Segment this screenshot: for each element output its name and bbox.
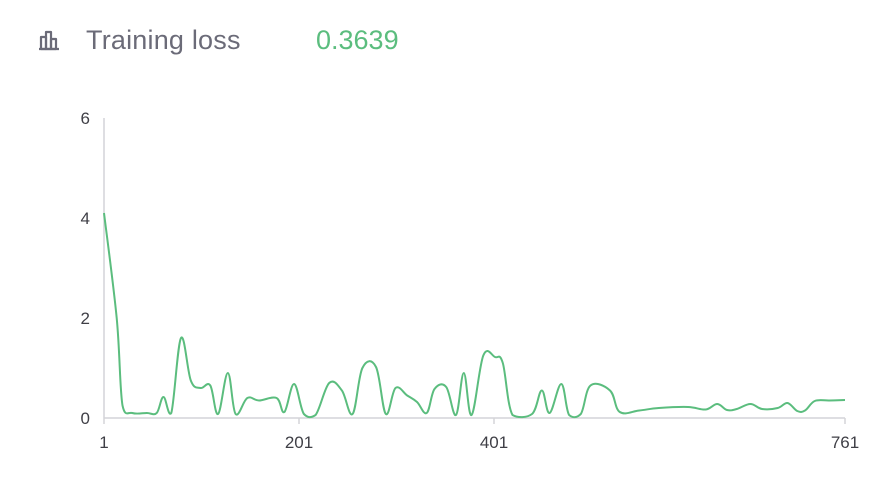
chart-series xyxy=(103,212,846,419)
x-tick-label: 201 xyxy=(285,433,313,452)
x-tick-label: 401 xyxy=(480,433,508,452)
x-tick-label: 1 xyxy=(99,433,108,452)
y-tick-label: 0 xyxy=(81,409,90,428)
chart-axes xyxy=(103,118,845,419)
chart-header: Training loss 0.3639 xyxy=(36,18,399,62)
metric-title: Training loss xyxy=(86,24,241,55)
y-axis-ticks: 0 2 4 6 xyxy=(81,109,90,428)
x-axis-ticks: 1 201 401 761 xyxy=(99,418,859,452)
bar-chart-icon xyxy=(36,27,62,53)
y-tick-label: 6 xyxy=(81,109,90,128)
metric-value: 0.3639 xyxy=(316,24,399,55)
x-tick-label: 761 xyxy=(831,433,859,452)
y-tick-label: 4 xyxy=(81,209,90,228)
loss-series-line xyxy=(103,212,846,419)
y-tick-label: 2 xyxy=(81,309,90,328)
